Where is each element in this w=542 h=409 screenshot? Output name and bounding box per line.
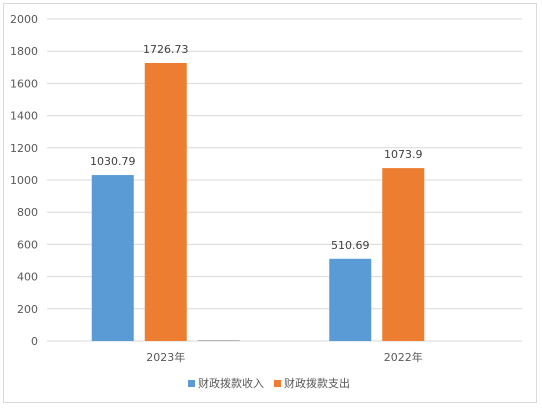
data-labels: 1030.79 1726.73 510.69 1073.9 [90,43,423,252]
bar-财政拨款支出-2023年 [144,62,187,342]
bar-财政拨款收入-2022年 [329,258,372,341]
data-label: 1073.9 [384,148,423,161]
y-tick-label: 1200 [10,142,38,155]
x-category-label: 2023年 [146,350,185,364]
legend-swatch [274,380,281,387]
y-tick-label: 1000 [10,174,38,187]
bar-财政拨款支出-2022年 [382,168,425,341]
bar-财政拨款收入-2023年 [91,175,134,341]
y-tick-label: 800 [17,206,38,219]
bar-series-3-2023年 [197,340,240,341]
y-tick-label: 1400 [10,110,38,123]
y-tick-label: 1800 [10,45,38,58]
legend-swatch [188,380,195,387]
y-tick-label: 400 [17,271,38,284]
legend-label: 财政拨款收入 [198,376,264,390]
y-tick-label: 600 [17,238,38,251]
data-label: 510.69 [331,239,370,252]
legend-label: 财政拨款支出 [284,376,350,390]
bars [91,62,425,342]
y-tick-label: 0 [31,335,38,348]
x-category-label: 2022年 [384,350,423,364]
x-axis-categories: 2023年 2022年 [146,350,423,364]
legend: 财政拨款收入 财政拨款支出 [188,376,350,390]
y-tick-label: 2000 [10,13,38,26]
y-tick-label: 1600 [10,77,38,90]
data-label: 1726.73 [143,43,189,56]
data-label: 1030.79 [90,155,136,168]
y-axis-ticks: 0 200 400 600 800 1000 1200 1400 1600 1800 2000 [10,13,38,348]
y-tick-label: 200 [17,303,38,316]
